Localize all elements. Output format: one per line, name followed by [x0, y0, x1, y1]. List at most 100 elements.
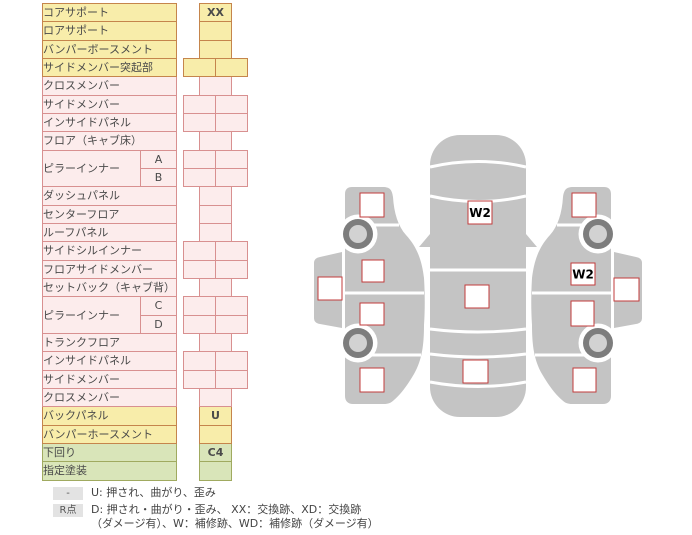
damage-value-cell	[199, 21, 232, 41]
filler-cell	[184, 443, 200, 461]
filler-cell	[232, 4, 248, 22]
table-gap	[177, 388, 184, 406]
part-label: ロアサポート	[42, 21, 177, 41]
damage-value-cell	[215, 296, 248, 316]
part-row: センターフロア	[42, 204, 248, 224]
damage-value-cell	[199, 387, 232, 408]
part-label: 指定塗装	[42, 461, 177, 481]
part-label: ルーフパネル	[42, 222, 177, 243]
table-gap	[177, 77, 184, 95]
part-row: フロア（キャブ床）	[42, 131, 248, 151]
damage-marker-right-sill	[613, 277, 640, 302]
damage-marker-right-front-fender	[571, 192, 597, 218]
filler-cell	[232, 22, 248, 40]
part-label: ピラーインナー	[42, 149, 141, 188]
table-gap	[177, 425, 184, 443]
filler-cell	[184, 223, 200, 241]
damage-value-cell	[199, 222, 232, 243]
table-gap	[177, 278, 184, 296]
filler-cell	[232, 132, 248, 150]
filler-cell	[184, 4, 200, 22]
filler-cell	[232, 388, 248, 406]
damage-marker-center-trunk	[462, 359, 489, 384]
damage-marker-left-front-fender	[359, 192, 385, 218]
part-row: フロアサイドメンバー	[42, 259, 248, 279]
damage-value-cell	[215, 149, 248, 169]
filler-cell	[184, 407, 200, 425]
part-label: フロアサイドメンバー	[42, 259, 177, 279]
filler-cell	[184, 132, 200, 150]
table-gap	[177, 132, 184, 150]
part-label: サイドメンバー突起部	[42, 57, 177, 78]
table-gap	[177, 95, 184, 113]
part-row: クロスメンバー	[42, 76, 248, 96]
part-label: バンパーボースメント	[42, 39, 177, 59]
part-sub-label: A	[140, 149, 177, 169]
damage-value-cell: U	[199, 406, 232, 426]
filler-cell	[232, 425, 248, 443]
table-gap	[177, 4, 184, 22]
damage-marker-right-front-door	[570, 262, 596, 286]
table-gap	[177, 223, 184, 241]
part-label: 下回り	[42, 442, 177, 463]
damage-value-cell	[199, 204, 232, 224]
part-label: インサイドパネル	[42, 112, 177, 133]
damage-value-cell	[215, 241, 248, 261]
filler-cell	[232, 333, 248, 351]
part-row: トランクフロア	[42, 332, 248, 353]
damage-value-cell	[183, 241, 216, 261]
part-row: サイドメンバー突起部	[42, 57, 248, 78]
part-label: クロスメンバー	[42, 387, 177, 408]
part-label: サイドシルインナー	[42, 241, 177, 261]
damage-value-cell	[199, 39, 232, 59]
part-sub-label: B	[140, 167, 177, 188]
part-row: ルーフパネル	[42, 222, 248, 243]
table-gap	[177, 333, 184, 351]
filler-cell	[184, 388, 200, 406]
filler-cell	[184, 22, 200, 40]
damage-value-cell	[199, 277, 232, 298]
part-sub-label: C	[140, 296, 177, 316]
damage-value-cell	[183, 351, 216, 371]
part-label: サイドメンバー	[42, 94, 177, 114]
damage-marker-center-roof	[464, 284, 490, 309]
part-row: サイドメンバー	[42, 94, 248, 114]
table-gap	[177, 113, 184, 131]
legend-row: - U: 押され、曲がり、歪み	[53, 486, 453, 501]
part-row: ピラーインナー A	[42, 149, 248, 188]
damage-marker-left-front-door	[361, 259, 385, 283]
table-gap	[177, 260, 184, 278]
damage-parts-table: コアサポート XX ロアサポート バンパーボースメント サイドメンバー突起部 クロスメンバ…	[42, 2, 248, 481]
table-gap	[177, 352, 184, 370]
damage-value-cell	[199, 424, 232, 444]
legend-text: U: 押され、曲がり、歪み	[91, 486, 216, 499]
car-diagram: W2 W2	[312, 135, 644, 417]
part-row: バンパーホースメント	[42, 424, 248, 444]
part-row: サイドシルインナー	[42, 241, 248, 261]
damage-value-cell	[215, 369, 248, 389]
table-gap	[177, 205, 184, 223]
table-gap	[177, 407, 184, 425]
damage-value-cell	[199, 186, 232, 206]
table-gap	[177, 58, 184, 76]
part-label: バンパーホースメント	[42, 424, 177, 444]
part-row: コアサポート XX	[42, 2, 248, 23]
part-row: セットバック（キャブ背）	[42, 277, 248, 298]
table-gap	[177, 242, 184, 260]
damage-value-cell	[215, 94, 248, 114]
damage-value-cell	[183, 296, 216, 316]
legend: - U: 押され、曲がり、歪み R点 D: 押され・曲がり・歪み、 XX：交換跡、XD…	[53, 486, 453, 534]
part-row: バンパーボースメント	[42, 39, 248, 59]
filler-cell	[232, 205, 248, 223]
part-row: D	[43, 314, 248, 334]
part-label: トランクフロア	[42, 332, 177, 353]
filler-cell	[232, 187, 248, 205]
damage-value-cell	[215, 259, 248, 279]
car-top-view	[419, 135, 537, 417]
part-row: インサイドパネル	[42, 112, 248, 133]
right-mirror-icon	[526, 234, 537, 247]
filler-cell	[184, 462, 200, 480]
table-gap	[177, 462, 184, 480]
filler-cell	[184, 77, 200, 95]
damage-value-cell	[215, 351, 248, 371]
